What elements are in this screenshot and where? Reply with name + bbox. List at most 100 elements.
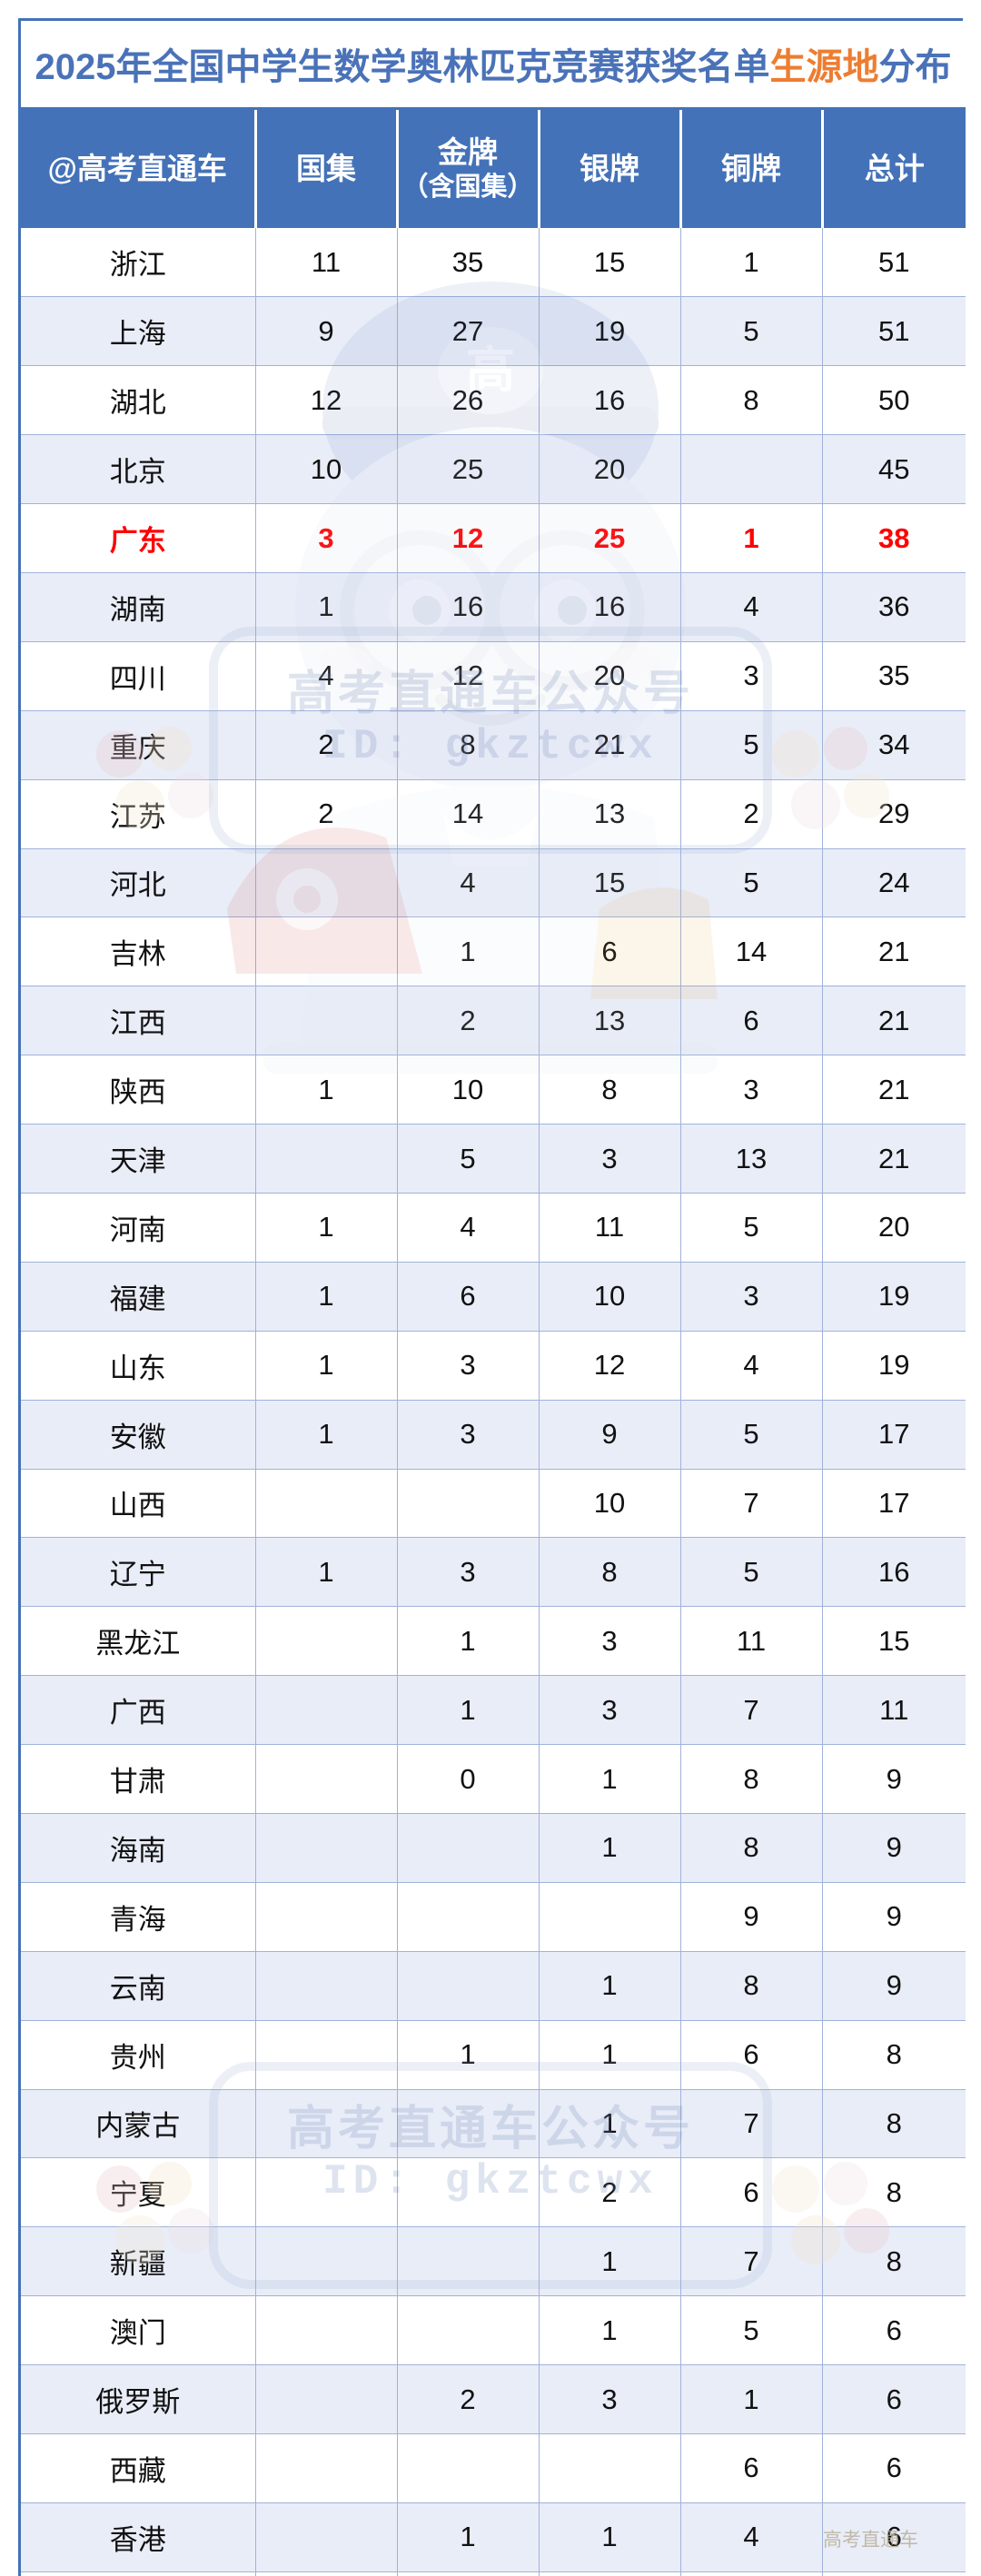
title-text: 2025年全国中学生数学奥林匹克竞赛获奖名单生源地分布 xyxy=(35,47,952,87)
region-name: 湖南 xyxy=(21,572,256,642)
title-row: 2025年全国中学生数学奥林匹克竞赛获奖名单生源地分布 xyxy=(21,21,966,110)
total-count: 19 xyxy=(822,1331,966,1401)
silver-count: 19 xyxy=(539,296,681,367)
total-count: 21 xyxy=(822,986,966,1056)
gold-count: 6 xyxy=(397,1262,540,1332)
silver-count: 13 xyxy=(539,779,681,849)
column-header-total[interactable]: 总计 xyxy=(822,108,966,228)
bronze-count: 14 xyxy=(680,916,823,987)
total-count: 34 xyxy=(822,710,966,780)
bronze-count: 4 xyxy=(680,1331,823,1401)
bronze-count: 1 xyxy=(680,2364,823,2434)
region-name: 天津 xyxy=(21,1124,256,1194)
total-count: 21 xyxy=(822,1055,966,1125)
bronze-count: 5 xyxy=(680,1400,823,1470)
table-head: 2025年全国中学生数学奥林匹克竞赛获奖名单生源地分布 @高考直通车 国集 金牌… xyxy=(21,21,966,228)
total-count: 9 xyxy=(822,1882,966,1952)
gold-count: 4 xyxy=(397,848,540,918)
total-count: 21 xyxy=(822,916,966,987)
region-name: 香港 xyxy=(21,2502,256,2572)
bronze-count: 2 xyxy=(680,2571,823,2576)
silver-count: 1 xyxy=(539,2089,681,2159)
guoji-count: 3 xyxy=(255,503,398,573)
bronze-count: 7 xyxy=(680,2089,823,2159)
total-count: 6 xyxy=(822,2364,966,2434)
guoji-count xyxy=(255,2433,398,2503)
region-name: 辽宁 xyxy=(21,1537,256,1608)
table-row: 上海 9 27 19 5 51 xyxy=(21,296,966,367)
guoji-count: 9 xyxy=(255,296,398,367)
region-name: 新疆 xyxy=(21,2226,256,2297)
silver-count: 1 xyxy=(539,2020,681,2090)
page-title: 2025年全国中学生数学奥林匹克竞赛获奖名单生源地分布 xyxy=(21,21,966,110)
column-header-bronze[interactable]: 铜牌 xyxy=(680,108,824,228)
gold-count: 1 xyxy=(397,1606,540,1677)
region-name: 陕西 xyxy=(21,1055,256,1125)
gold-count: 1 xyxy=(397,2020,540,2090)
region-name: 俄罗斯 xyxy=(21,2364,256,2434)
column-header-total-label: 总计 xyxy=(864,152,925,186)
total-count: 8 xyxy=(822,2226,966,2297)
table-row: 澳门 1 5 6 xyxy=(21,2295,966,2366)
table-row: 河南 1 4 11 5 20 xyxy=(21,1193,966,1263)
total-count: 24 xyxy=(822,848,966,918)
total-count: 11 xyxy=(822,1675,966,1746)
table-row: 天津 5 3 13 21 xyxy=(21,1124,966,1194)
column-header-gold[interactable]: 金牌 （含国集） xyxy=(397,108,540,228)
column-header-silver[interactable]: 银牌 xyxy=(539,108,682,228)
region-name: 四川 xyxy=(21,641,256,711)
guoji-count xyxy=(255,916,398,987)
column-header-gold-sublabel: （含国集） xyxy=(401,173,534,203)
column-header-bronze-label: 铜牌 xyxy=(721,152,781,186)
total-count: 38 xyxy=(822,503,966,573)
guoji-count xyxy=(255,2089,398,2159)
bronze-count: 1 xyxy=(680,228,823,298)
guoji-count: 1 xyxy=(255,572,398,642)
region-name: 江苏 xyxy=(21,779,256,849)
silver-count: 3 xyxy=(539,1606,681,1677)
table-row: 四川 4 12 20 3 35 xyxy=(21,641,966,711)
bronze-count: 13 xyxy=(680,1124,823,1194)
bronze-count: 5 xyxy=(680,2295,823,2366)
gold-count: 1 xyxy=(397,916,540,987)
title-suffix: 分布 xyxy=(878,47,952,88)
table-row: 甘肃 0 1 8 9 xyxy=(21,1744,966,1814)
silver-count: 1 xyxy=(539,1813,681,1883)
silver-count: 20 xyxy=(539,641,681,711)
table-row: 宁夏 2 6 8 xyxy=(21,2157,966,2228)
guoji-count: 1 xyxy=(255,1331,398,1401)
table-row: 俄罗斯 2 3 1 6 xyxy=(21,2364,966,2434)
guoji-count xyxy=(255,2364,398,2434)
bronze-count xyxy=(680,434,823,505)
guoji-count xyxy=(255,1951,398,2021)
silver-count: 11 xyxy=(539,1193,681,1263)
table-row: 青海 9 9 xyxy=(21,1882,966,1952)
guoji-count xyxy=(255,1124,398,1194)
header-row: @高考直通车 国集 金牌 （含国集） 银牌 铜牌 xyxy=(21,108,966,228)
column-header-guoji[interactable]: 国集 xyxy=(255,108,399,228)
guoji-count: 10 xyxy=(255,434,398,505)
silver-count: 8 xyxy=(539,1537,681,1608)
total-count: 17 xyxy=(822,1400,966,1470)
guoji-count xyxy=(255,2571,398,2576)
silver-count: 6 xyxy=(539,916,681,987)
bronze-count: 8 xyxy=(680,365,823,436)
gold-count: 27 xyxy=(397,296,540,367)
region-name: 海南 xyxy=(21,1813,256,1883)
gold-count: 2 xyxy=(397,986,540,1056)
silver-count: 3 xyxy=(539,1124,681,1194)
table-row: 河北 4 15 5 24 xyxy=(21,848,966,918)
region-name: 北京 xyxy=(21,434,256,505)
guoji-count xyxy=(255,1744,398,1814)
column-header-region[interactable]: @高考直通车 xyxy=(21,108,257,228)
region-name: 上海 xyxy=(21,296,256,367)
gold-count: 5 xyxy=(397,1124,540,1194)
total-count: 19 xyxy=(822,1262,966,1332)
silver-count: 3 xyxy=(539,2571,681,2576)
bronze-count: 6 xyxy=(680,2020,823,2090)
bronze-count: 5 xyxy=(680,1193,823,1263)
bronze-count: 5 xyxy=(680,1537,823,1608)
table-row: 湖南 1 16 16 4 36 xyxy=(21,572,966,642)
silver-count: 10 xyxy=(539,1469,681,1539)
total-count: 8 xyxy=(822,2157,966,2228)
